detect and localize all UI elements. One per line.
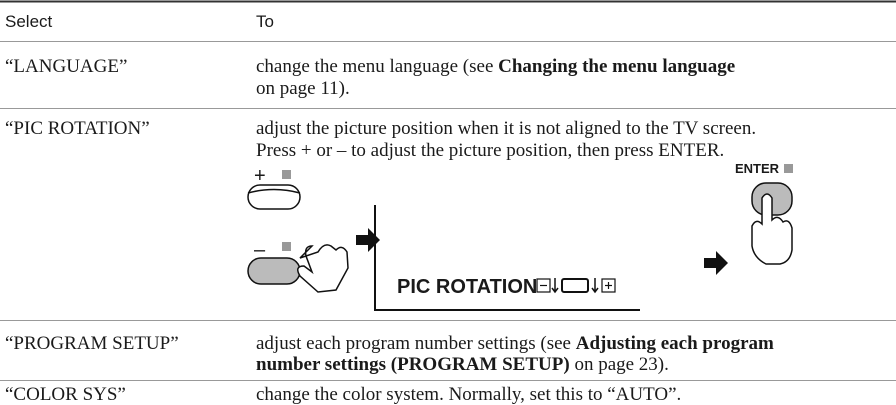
text-run: change the color system. Normally, set t… — [256, 384, 681, 405]
to-line: on page 11). — [256, 78, 350, 99]
illustration: + – PIC ROTATION ENTER — [247, 161, 793, 311]
to-line: adjust each program number settings (see… — [256, 333, 774, 354]
to-line: Press + or – to adjust the picture posit… — [256, 140, 724, 161]
select-cell: “PROGRAM SETUP” — [5, 333, 179, 354]
enter-label: ENTER — [735, 161, 780, 176]
to-line: change the color system. Normally, set t… — [256, 384, 681, 405]
select-cell: “PIC ROTATION” — [5, 118, 150, 139]
plus-label: + — [254, 165, 266, 187]
text-run: adjust each program number settings (see — [256, 333, 576, 354]
text-run: number settings (PROGRAM SETUP) — [256, 354, 570, 375]
select-cell: “LANGUAGE” — [5, 56, 127, 77]
to-line: adjust the picture position when it is n… — [256, 118, 756, 139]
to-line: number settings (PROGRAM SETUP) on page … — [256, 354, 669, 375]
select-cell: “COLOR SYS” — [5, 384, 126, 405]
text-run: Adjusting each program — [576, 333, 774, 354]
to-line: change the menu language (see Changing t… — [256, 56, 735, 77]
header-to: To — [256, 12, 274, 31]
text-run: Changing the menu language — [498, 56, 735, 77]
text-run: change the menu language (see — [256, 56, 498, 77]
text-run: on page 11). — [256, 78, 350, 99]
text-run: on page 23). — [570, 354, 669, 375]
screen-label: PIC ROTATION — [397, 276, 537, 298]
text-run: adjust the picture position when it is n… — [256, 118, 756, 139]
minus-label: – — [254, 239, 266, 261]
header-select: Select — [5, 12, 53, 31]
text-run: Press + or – to adjust the picture posit… — [256, 140, 724, 161]
